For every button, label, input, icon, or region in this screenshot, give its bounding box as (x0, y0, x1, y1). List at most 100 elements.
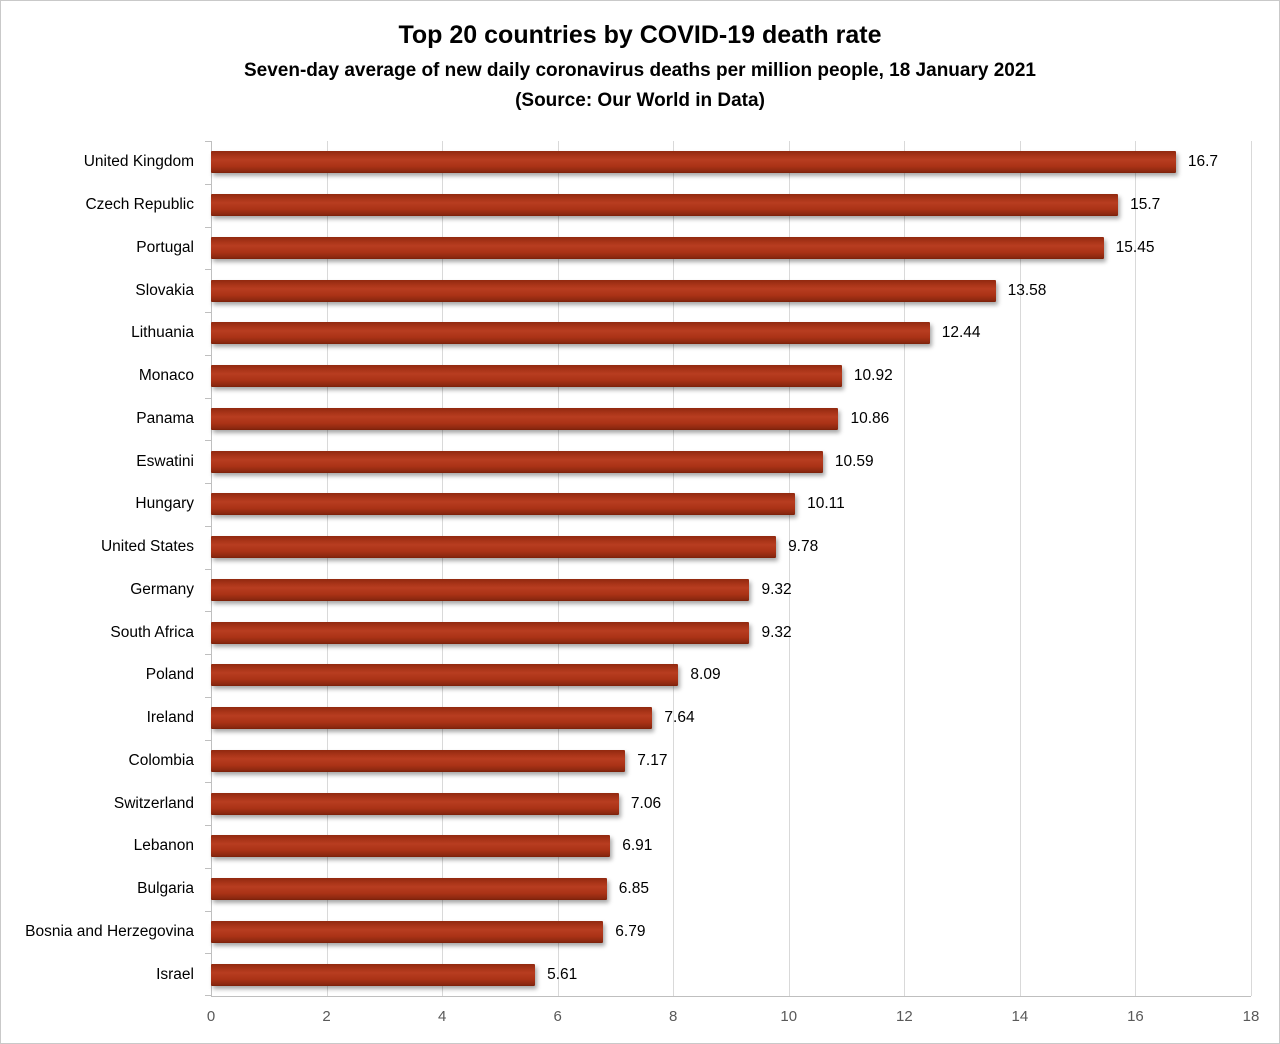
y-axis-tick (205, 696, 211, 698)
bar-row: Hungary 10.11 (1, 483, 1279, 526)
bar (211, 365, 842, 388)
bar (211, 963, 536, 986)
category-label: Israel (156, 965, 194, 983)
y-axis-tick (205, 525, 211, 527)
bar-row: Germany 9.32 (1, 569, 1279, 612)
value-label: 10.92 (853, 367, 893, 385)
bar-row: Eswatini 10.59 (1, 440, 1279, 483)
x-tick-label: 6 (553, 1008, 562, 1025)
category-label: Lithuania (131, 324, 194, 342)
x-tick-label: 10 (780, 1008, 798, 1025)
y-axis-tick (205, 141, 211, 142)
bar-row: United Kingdom 16.7 (1, 141, 1279, 184)
value-label: 7.64 (664, 709, 695, 727)
value-label: 15.45 (1115, 238, 1155, 256)
bar-row: Ireland 7.64 (1, 697, 1279, 740)
x-tick-label: 12 (895, 1008, 913, 1025)
bar-track: 9.78 (211, 536, 1251, 559)
x-tick-label: 14 (1011, 1008, 1029, 1025)
chart-source: (Source: Our World in Data) (515, 90, 765, 111)
value-label: 13.58 (1007, 281, 1047, 299)
bar-row: Slovakia 13.58 (1, 269, 1279, 312)
bar (211, 707, 653, 730)
bar (211, 578, 750, 601)
bar-track: 15.45 (211, 236, 1251, 259)
gridline-x-16 (1135, 141, 1137, 996)
gridline-x-18 (1251, 141, 1252, 996)
category-label: Eswatini (136, 452, 194, 470)
y-axis-tick (205, 867, 211, 869)
bar-track: 5.61 (211, 963, 1251, 986)
gridline-x-14 (1019, 141, 1021, 996)
bar-track: 7.17 (211, 749, 1251, 772)
value-label: 9.78 (788, 538, 819, 556)
category-label: Panama (136, 409, 194, 427)
value-label: 7.17 (637, 751, 668, 769)
y-axis-tick (205, 782, 211, 784)
category-label: Ireland (146, 709, 194, 727)
category-label: Slovakia (135, 281, 194, 299)
y-axis-tick (205, 611, 211, 613)
bar-track: 9.32 (211, 621, 1251, 644)
bar-track: 16.7 (211, 151, 1251, 174)
value-label: 6.91 (622, 837, 653, 855)
bar (211, 407, 839, 430)
bar (211, 835, 611, 858)
bar-row: Portugal 15.45 (1, 227, 1279, 270)
value-label: 9.32 (761, 580, 792, 598)
category-label: Czech Republic (85, 196, 194, 214)
category-label: Bosnia and Herzegovina (25, 922, 194, 940)
x-tick-label: 8 (669, 1008, 678, 1025)
value-label: 5.61 (547, 965, 578, 983)
category-label: Poland (145, 666, 194, 684)
bar-row: Poland 8.09 (1, 654, 1279, 697)
bar-row: United States 9.78 (1, 526, 1279, 569)
bar-track: 10.11 (211, 493, 1251, 516)
category-label: Monaco (138, 367, 194, 385)
value-label: 7.06 (630, 794, 662, 812)
bar-track: 6.85 (211, 878, 1251, 901)
bar (211, 236, 1104, 259)
bar (211, 450, 823, 473)
bar (211, 749, 626, 772)
bar-row: Monaco 10.92 (1, 355, 1279, 398)
bar-track: 7.64 (211, 707, 1251, 730)
x-tick-label: 2 (322, 1008, 331, 1025)
y-axis-tick (205, 183, 211, 185)
category-label: United States (100, 538, 194, 556)
bar (211, 536, 777, 559)
bar (211, 664, 679, 687)
chart-header: Top 20 countries by COVID-19 death rate … (1, 1, 1279, 112)
y-axis-tick (205, 226, 211, 228)
value-label: 6.79 (615, 922, 646, 940)
y-axis-tick (205, 825, 211, 826)
y-axis-tick (205, 654, 211, 655)
bar (211, 322, 930, 345)
value-label: 10.86 (850, 409, 890, 427)
x-axis: 0 2 4 6 8 10 12 14 16 18 (1, 1008, 1279, 1032)
bar-chart: United Kingdom 16.7 Czech Republic 15.7 Port… (1, 138, 1279, 1043)
value-label: 8.09 (690, 666, 721, 684)
value-label: 16.7 (1187, 153, 1219, 171)
category-label: Switzerland (113, 794, 194, 812)
category-label: Germany (130, 580, 194, 598)
bar-track: 8.09 (211, 664, 1251, 687)
gridline-x-4 (442, 141, 444, 996)
bar (211, 878, 607, 901)
bar (211, 792, 619, 815)
value-label: 10.59 (834, 452, 874, 470)
bar-row: South Africa 9.32 (1, 611, 1279, 654)
x-tick-label: 0 (206, 1008, 216, 1025)
category-label: Portugal (136, 238, 194, 256)
category-label: Hungary (135, 495, 194, 513)
y-axis-tick (205, 568, 211, 570)
bar-track: 10.59 (211, 450, 1251, 473)
bar (211, 493, 796, 516)
value-label: 9.32 (761, 623, 792, 641)
gridline-x-12 (904, 141, 906, 996)
category-label: Colombia (128, 751, 194, 769)
bar-row: Bosnia and Herzegovina 6.79 (1, 911, 1279, 954)
bar-track: 10.86 (211, 407, 1251, 430)
bar-row: Colombia 7.17 (1, 740, 1279, 783)
